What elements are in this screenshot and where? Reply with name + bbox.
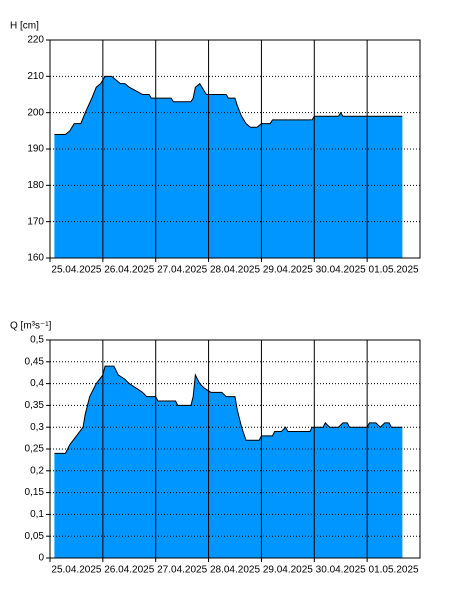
y-tick-label: 220 [27, 35, 44, 46]
area [54, 76, 403, 258]
y-tick-label: 0 [38, 553, 44, 564]
plot-frame [49, 339, 421, 559]
y-tick-label: 0,25 [25, 444, 45, 455]
y-tick-label: 170 [27, 216, 44, 227]
y-tick-label: 0,2 [30, 465, 44, 476]
x-tick-label: 30.04.2025 [316, 265, 366, 276]
x-tick-label: 30.04.2025 [316, 565, 366, 576]
y-tick-label: 0,3 [30, 422, 44, 433]
y-tick-label: 0,4 [30, 378, 44, 389]
y-tick-label: 200 [27, 107, 44, 118]
y-tick-label: 0,1 [30, 509, 44, 520]
area-outline [54, 365, 403, 454]
x-tick-label: 01.05.2025 [369, 265, 419, 276]
x-tick-label: 29.04.2025 [263, 265, 313, 276]
x-tick-label: 27.04.2025 [157, 265, 207, 276]
x-tick-label: 27.04.2025 [157, 565, 207, 576]
x-tick-label: 29.04.2025 [263, 565, 313, 576]
y-axis-label: H [cm] [10, 21, 39, 32]
y-tick-label: 160 [27, 253, 44, 264]
area [54, 366, 403, 558]
x-tick-label: 25.04.2025 [51, 565, 101, 576]
y-axis-label: Q [m³s⁻¹] [10, 321, 52, 332]
x-tick-label: 01.05.2025 [369, 565, 419, 576]
y-tick-label: 0,05 [25, 531, 45, 542]
y-tick-label: 0,35 [25, 400, 45, 411]
y-tick-label: 190 [27, 144, 44, 155]
y-tick-label: 0,45 [25, 356, 45, 367]
x-tick-label: 25.04.2025 [51, 265, 101, 276]
x-tick-label: 28.04.2025 [210, 565, 260, 576]
x-tick-label: 26.04.2025 [104, 565, 154, 576]
x-tick-label: 28.04.2025 [210, 265, 260, 276]
x-tick-label: 26.04.2025 [104, 265, 154, 276]
y-tick-label: 210 [27, 71, 44, 82]
plot-frame [49, 39, 421, 259]
y-tick-label: 180 [27, 180, 44, 191]
area-outline [54, 75, 403, 135]
y-tick-label: 0,5 [30, 335, 44, 346]
y-tick-label: 0,15 [25, 487, 45, 498]
